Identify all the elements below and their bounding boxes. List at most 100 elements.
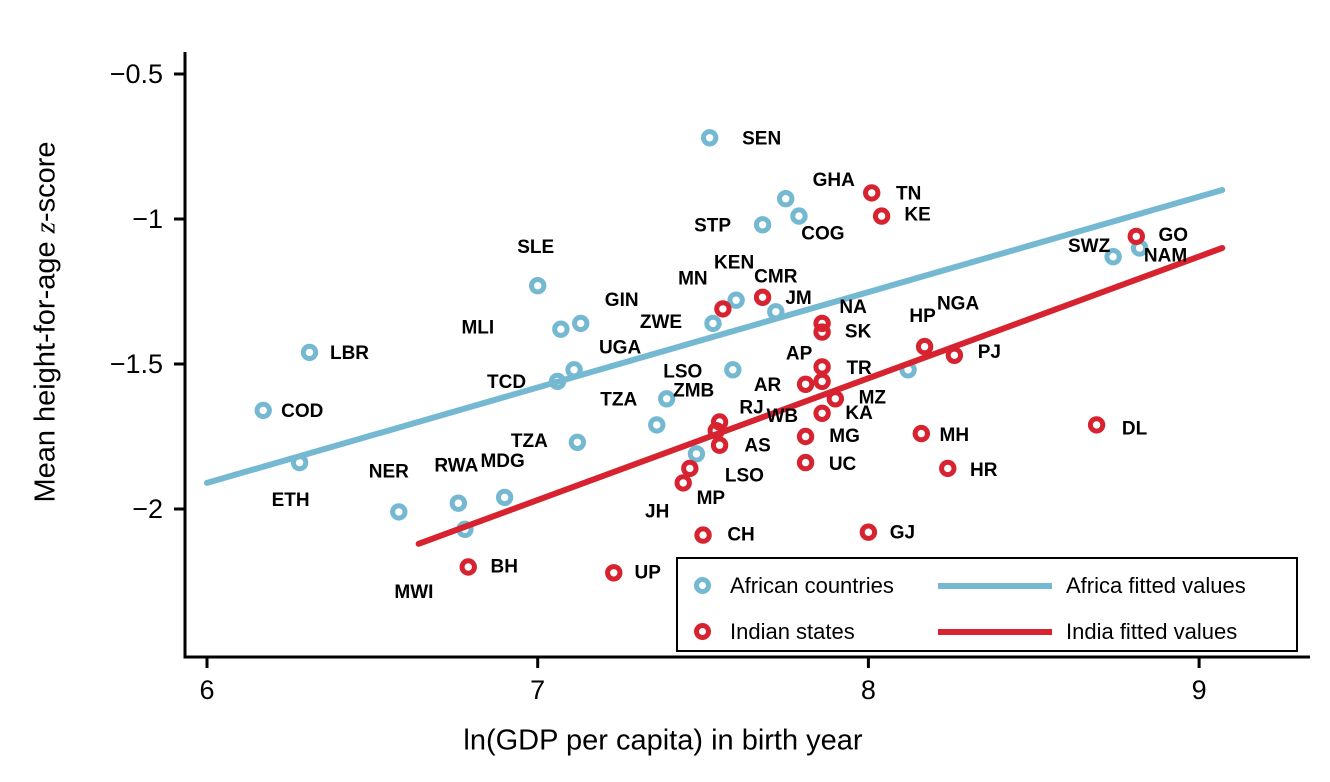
point-label-TN: TN	[896, 183, 921, 204]
point-africa-LBR	[300, 343, 319, 362]
point-india-TR	[813, 372, 831, 391]
point-label-GJ: GJ	[890, 523, 915, 544]
point-label-DL: DL	[1122, 418, 1148, 439]
point-africa-MDG	[495, 488, 514, 507]
y-axis-title-suffix: -score	[29, 141, 62, 223]
point-label-KA: KA	[845, 403, 873, 424]
point-label-LSO: LSO	[663, 361, 702, 382]
point-label-CH: CH	[727, 525, 754, 546]
point-label-WB: WB	[766, 406, 798, 427]
point-label-NER: NER	[369, 461, 409, 482]
point-label-KE: KE	[904, 205, 930, 226]
point-africa-KEN	[727, 291, 745, 309]
point-label-AP: AP	[786, 343, 813, 364]
point-india-GJ	[859, 523, 878, 541]
point-label-HP: HP	[909, 306, 936, 327]
y-axis-title: Mean height-for-age z-score	[30, 141, 63, 502]
point-label-NAM: NAM	[1144, 246, 1187, 267]
point-africa-COG	[790, 207, 808, 225]
point-india-UP	[605, 564, 623, 582]
point-india-NA	[813, 314, 831, 333]
point-label-AR: AR	[754, 375, 782, 396]
point-africa-COD	[254, 401, 272, 420]
y-tick-label-1: −1	[132, 204, 163, 234]
point-label-SK: SK	[845, 322, 872, 343]
point-label-TZA: TZA	[511, 431, 548, 452]
legend-india-fitted-label: India fitted values	[1066, 619, 1238, 644]
point-label-RJ: RJ	[739, 398, 763, 419]
point-africa-SEN	[700, 129, 719, 147]
x-tick-label-2: 8	[861, 675, 876, 705]
y-tick-label-3: −2	[132, 494, 163, 524]
point-label-NGA: NGA	[937, 293, 980, 314]
legend-africa-fitted-label: Africa fitted values	[1066, 573, 1246, 598]
y-tick-label-0: −0.5	[110, 59, 163, 89]
legend-indian-states-label: Indian states	[730, 619, 855, 644]
point-label-PJ: PJ	[978, 342, 1001, 363]
point-label-COG: COG	[801, 224, 844, 245]
point-africa-LSO	[724, 361, 742, 379]
point-india-GO	[1127, 227, 1145, 246]
legend-india-fitted-line-icon	[938, 629, 1052, 635]
point-label-ETH: ETH	[272, 490, 310, 511]
point-india-AR	[796, 375, 815, 393]
point-label-MLI: MLI	[461, 318, 494, 339]
point-label-SWZ: SWZ	[1068, 236, 1111, 257]
point-africa-TZA	[568, 433, 587, 451]
point-label-LSO: LSO	[725, 465, 764, 486]
point-india-MH	[912, 424, 931, 443]
point-label-TR: TR	[846, 358, 872, 379]
point-label-ZWE: ZWE	[640, 312, 682, 333]
point-label-JM: JM	[785, 288, 811, 309]
point-india-TN	[863, 184, 881, 202]
point-india-MG	[796, 427, 815, 446]
point-africa-MLI	[552, 320, 570, 338]
point-india-MN	[714, 300, 732, 318]
point-label-SLE: SLE	[517, 237, 554, 258]
point-label-TCD: TCD	[487, 372, 526, 393]
point-label-MZ: MZ	[859, 387, 887, 408]
india-fit-line	[415, 245, 1226, 547]
point-label-MN: MN	[678, 268, 708, 289]
point-india-JM	[753, 288, 772, 306]
y-axis-title-math-z: z	[29, 222, 62, 234]
point-africa-LSO	[687, 445, 706, 463]
point-label-UC: UC	[829, 454, 857, 475]
point-label-COD: COD	[281, 401, 323, 422]
point-india-HP	[915, 337, 934, 356]
point-africa-TZA	[648, 416, 666, 434]
point-label-CMR: CMR	[754, 266, 798, 287]
point-india-UC	[796, 453, 815, 472]
point-label-GO: GO	[1158, 225, 1188, 246]
x-tick-label-1: 7	[530, 675, 545, 705]
point-india-HR	[939, 459, 957, 478]
legend-africa-fitted-line-icon	[938, 583, 1052, 589]
point-india-KA	[813, 404, 831, 422]
x-tick-label-0: 6	[199, 675, 214, 705]
x-tick-label-3: 9	[1192, 675, 1207, 705]
point-label-UP: UP	[635, 562, 662, 583]
point-africa-GIN	[571, 314, 590, 333]
point-label-MH: MH	[940, 425, 970, 446]
africa-fit-line	[204, 187, 1226, 486]
point-label-RWA: RWA	[434, 456, 478, 477]
point-india-KE	[872, 207, 891, 225]
y-axis-title-text: Mean height-for-age	[29, 233, 62, 503]
point-label-UGA: UGA	[599, 337, 642, 358]
point-label-ZMB: ZMB	[673, 380, 714, 401]
point-africa-GHA	[777, 190, 795, 208]
point-label-TZA: TZA	[600, 389, 637, 410]
point-africa-NER	[390, 503, 408, 521]
point-india-AP	[813, 358, 831, 376]
point-africa-SLE	[529, 277, 547, 295]
point-label-AS: AS	[744, 436, 770, 457]
point-label-SEN: SEN	[742, 128, 781, 149]
point-africa-ZMB	[657, 390, 676, 408]
point-label-LBR: LBR	[330, 343, 369, 364]
y-tick-label-2: −1.5	[110, 349, 163, 379]
point-india-JH	[674, 474, 692, 492]
point-india-AS	[710, 436, 729, 454]
point-india-SK	[813, 323, 831, 341]
point-india-DL	[1087, 416, 1106, 434]
